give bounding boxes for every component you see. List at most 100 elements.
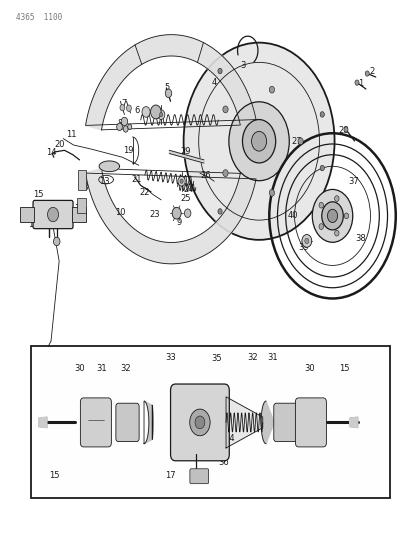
Bar (77, 198, 86, 213)
Circle shape (344, 213, 349, 219)
Circle shape (305, 238, 309, 244)
Text: 29: 29 (180, 148, 191, 156)
Text: 32: 32 (247, 353, 257, 361)
Circle shape (229, 102, 289, 181)
Text: 15: 15 (339, 365, 349, 373)
Circle shape (269, 189, 275, 196)
Text: 7: 7 (122, 99, 127, 108)
Text: 39: 39 (299, 244, 309, 252)
Circle shape (157, 110, 165, 119)
Text: 4: 4 (212, 78, 217, 87)
Text: 1: 1 (358, 79, 363, 88)
Text: 24: 24 (184, 185, 194, 193)
Circle shape (355, 80, 359, 85)
Text: 15: 15 (62, 205, 73, 213)
Text: 14: 14 (46, 149, 56, 157)
Circle shape (328, 209, 337, 222)
Circle shape (126, 105, 131, 111)
Circle shape (128, 124, 132, 130)
Circle shape (365, 71, 369, 76)
Text: 23: 23 (149, 210, 160, 219)
Text: 25: 25 (180, 194, 191, 203)
Text: 30: 30 (74, 365, 85, 373)
Circle shape (120, 104, 125, 111)
Circle shape (184, 209, 191, 217)
Text: 19: 19 (123, 146, 134, 155)
Polygon shape (99, 161, 120, 172)
Circle shape (178, 176, 185, 186)
Text: 20: 20 (54, 141, 64, 149)
Text: 6: 6 (134, 106, 140, 115)
Polygon shape (169, 150, 204, 163)
Circle shape (218, 209, 222, 214)
Circle shape (319, 203, 324, 208)
Text: 15: 15 (49, 471, 60, 480)
FancyBboxPatch shape (33, 200, 73, 229)
Text: 11: 11 (66, 130, 77, 139)
Polygon shape (350, 417, 358, 427)
Polygon shape (144, 401, 153, 443)
Text: 38: 38 (356, 234, 366, 243)
FancyBboxPatch shape (190, 469, 208, 484)
Text: 22: 22 (140, 189, 150, 197)
Text: 27: 27 (292, 137, 302, 146)
Circle shape (223, 106, 228, 113)
Circle shape (172, 207, 181, 219)
Circle shape (117, 123, 122, 131)
Circle shape (142, 107, 150, 117)
Circle shape (180, 179, 183, 183)
Circle shape (47, 207, 59, 222)
Text: 34: 34 (224, 434, 235, 442)
Circle shape (165, 89, 172, 98)
Text: 5: 5 (165, 84, 170, 92)
Circle shape (269, 86, 275, 93)
Polygon shape (39, 417, 47, 427)
Circle shape (320, 112, 324, 117)
Circle shape (195, 416, 205, 429)
Text: 21: 21 (131, 175, 142, 184)
Text: 32: 32 (120, 365, 131, 373)
Circle shape (312, 189, 353, 243)
Circle shape (322, 202, 343, 230)
Circle shape (184, 43, 335, 240)
Circle shape (218, 68, 222, 74)
Text: 8: 8 (118, 119, 123, 128)
Text: 40: 40 (288, 211, 298, 220)
Circle shape (302, 235, 312, 247)
FancyBboxPatch shape (116, 403, 139, 441)
Bar (31, 346, 390, 498)
Polygon shape (226, 397, 263, 448)
Text: 28: 28 (339, 126, 349, 135)
Text: 4365  1100: 4365 1100 (16, 13, 62, 22)
Circle shape (251, 132, 267, 151)
Bar (20, 207, 34, 222)
Circle shape (320, 165, 324, 171)
Circle shape (53, 237, 60, 246)
Text: 16: 16 (28, 221, 39, 229)
Text: 3: 3 (240, 61, 246, 69)
Text: 15: 15 (33, 190, 43, 199)
Polygon shape (86, 35, 256, 130)
Circle shape (344, 127, 348, 132)
Text: 13: 13 (99, 177, 109, 185)
Circle shape (335, 230, 339, 236)
FancyBboxPatch shape (274, 403, 297, 441)
Text: 18: 18 (78, 183, 89, 192)
Text: 37: 37 (349, 177, 359, 185)
Circle shape (223, 169, 228, 176)
Text: 17: 17 (74, 205, 85, 213)
Polygon shape (261, 401, 274, 443)
FancyBboxPatch shape (80, 398, 111, 447)
Text: 26: 26 (200, 172, 211, 180)
Text: 31: 31 (267, 353, 278, 361)
Bar (72, 207, 86, 222)
Bar (78, 170, 86, 190)
Text: 31: 31 (96, 365, 106, 373)
Circle shape (160, 112, 163, 117)
Text: 17: 17 (165, 471, 176, 480)
Circle shape (335, 196, 339, 201)
Text: 30: 30 (304, 365, 315, 373)
Circle shape (242, 119, 276, 163)
Circle shape (190, 409, 210, 436)
Circle shape (151, 105, 161, 119)
